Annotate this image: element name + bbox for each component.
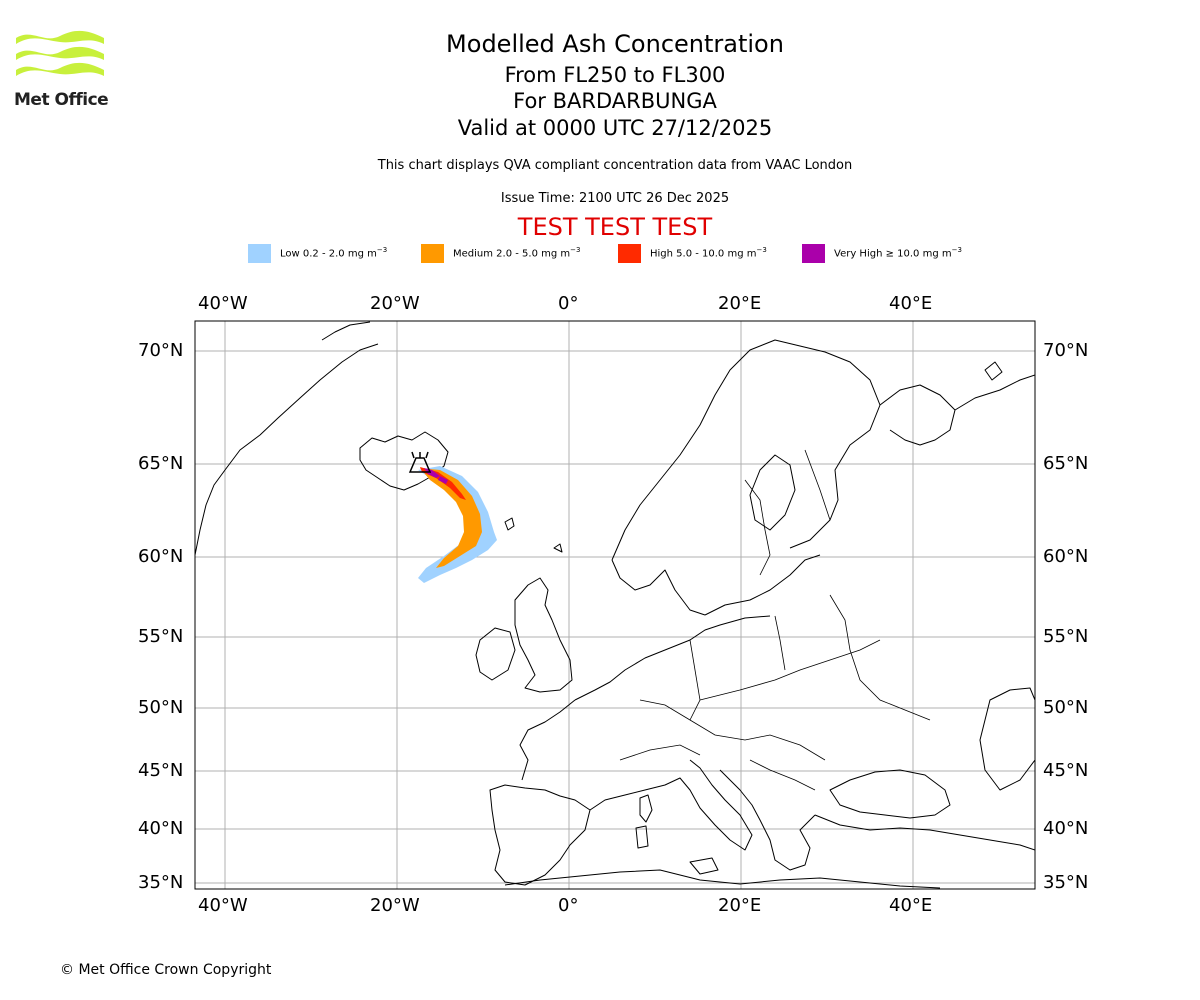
copyright: © Met Office Crown Copyright [60, 962, 272, 978]
lon-label-bottom-0: 0° [558, 895, 579, 916]
plume-low [418, 466, 497, 583]
valid-time: Valid at 0000 UTC 27/12/2025 [457, 116, 773, 140]
italy-coast [589, 759, 753, 851]
lat-label-right-55n: 55°N [1043, 626, 1089, 647]
legend-swatch-low [248, 244, 271, 263]
ash-plume [418, 466, 497, 583]
lon-label-top-0: 0° [558, 293, 579, 314]
logo-text: Met Office [14, 90, 109, 110]
concentration-legend: Low 0.2 - 2.0 mg m−3 Medium 2.0 - 5.0 mg… [248, 244, 1008, 264]
volcano-name: For BARDARBUNGA [513, 89, 717, 113]
chart-title: Modelled Ash Concentration [446, 30, 784, 58]
met-office-logo: Met Office [14, 30, 109, 112]
legend-label-medium: Medium 2.0 - 5.0 mg m [453, 248, 571, 260]
balkan-coast [719, 769, 816, 871]
lat-label-left-60n: 60°N [138, 546, 184, 567]
lat-label-left-45n: 45°N [138, 760, 184, 781]
lon-label-bottom-40e: 40°E [889, 895, 933, 916]
lon-label-top-20e: 20°E [718, 293, 762, 314]
issue-time: Issue Time: 2100 UTC 26 Dec 2025 [500, 191, 730, 206]
lat-label-right-35n: 35°N [1043, 872, 1089, 893]
caspian-coast [979, 687, 1035, 791]
test-banner: TEST TEST TEST [517, 213, 713, 241]
chart-description: This chart displays QVA compliant concen… [377, 158, 853, 173]
lon-label-bottom-20e: 20°E [718, 895, 762, 916]
lon-label-top-20w: 20°W [370, 293, 420, 314]
plume-medium [420, 468, 482, 568]
black-sea-coast [829, 769, 951, 819]
lat-label-left-35n: 35°N [138, 872, 184, 893]
met-office-wave-icon [16, 30, 104, 76]
flight-levels: From FL250 to FL300 [504, 63, 726, 87]
iberia-coast [489, 784, 591, 886]
legend-swatch-very-high [802, 244, 825, 263]
plume-very-high [424, 468, 440, 478]
lat-label-right-45n: 45°N [1043, 760, 1089, 781]
lon-label-bottom-40w: 40°W [198, 895, 248, 916]
iceland-coast [359, 431, 449, 491]
legend-swatch-medium [421, 244, 444, 263]
biscay-coast [519, 699, 576, 781]
map-gridlines [195, 321, 1035, 889]
legend-label-very-high: Very High ≥ 10.0 mg m [834, 248, 952, 260]
ireland-coast [475, 627, 516, 681]
lat-label-right-60n: 60°N [1043, 546, 1089, 567]
map-frame [194, 320, 1036, 890]
lat-label-left-55n: 55°N [138, 626, 184, 647]
country-borders [619, 449, 931, 791]
scandinavia-coast [611, 339, 881, 561]
lat-label-right-40n: 40°N [1043, 818, 1089, 839]
lat-label-right-70n: 70°N [1043, 340, 1089, 361]
lat-label-left-65n: 65°N [138, 453, 184, 474]
lat-label-right-50n: 50°N [1043, 697, 1089, 718]
legend-label-high: High 5.0 - 10.0 mg m [650, 248, 757, 260]
coastlines [195, 321, 1035, 889]
lon-label-bottom-20w: 20°W [370, 895, 420, 916]
lat-label-left-40n: 40°N [138, 818, 184, 839]
lat-label-right-65n: 65°N [1043, 453, 1089, 474]
volcano-icon [408, 451, 432, 473]
lon-label-top-40w: 40°W [198, 293, 248, 314]
lon-label-top-40e: 40°E [889, 293, 933, 314]
great-britain-coast [514, 577, 573, 693]
north-sea-coast [574, 615, 771, 701]
greenland-coast [195, 343, 379, 556]
lat-label-left-50n: 50°N [138, 697, 184, 718]
lat-label-left-70n: 70°N [138, 340, 184, 361]
legend-label-low: Low 0.2 - 2.0 mg m [280, 248, 377, 260]
legend-swatch-high [618, 244, 641, 263]
